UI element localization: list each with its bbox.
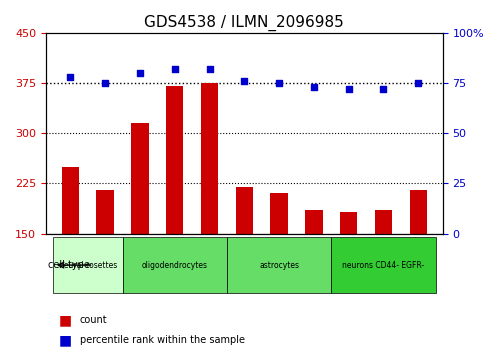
Text: ■: ■	[58, 313, 71, 327]
Point	[275, 80, 283, 86]
Bar	[236, 187, 253, 334]
Bar	[375, 210, 392, 334]
Bar	[131, 123, 149, 334]
Title: GDS4538 / ILMN_2096985: GDS4538 / ILMN_2096985	[144, 15, 344, 31]
Bar	[270, 193, 288, 334]
Bar	[166, 86, 184, 334]
Text: oligodendrocytes: oligodendrocytes	[142, 261, 208, 270]
Text: astrocytes: astrocytes	[259, 261, 299, 270]
Bar	[305, 210, 323, 334]
Text: neural rosettes: neural rosettes	[58, 261, 117, 270]
Point	[345, 86, 353, 92]
FancyBboxPatch shape	[53, 237, 123, 293]
Point	[241, 78, 249, 84]
Bar	[410, 190, 427, 334]
Text: percentile rank within the sample: percentile rank within the sample	[80, 335, 245, 345]
Bar	[340, 212, 357, 334]
Point	[206, 66, 214, 72]
Bar	[62, 167, 79, 334]
FancyBboxPatch shape	[331, 237, 436, 293]
Bar	[96, 190, 114, 334]
Point	[380, 86, 388, 92]
Point	[101, 80, 109, 86]
Text: neurons CD44- EGFR-: neurons CD44- EGFR-	[342, 261, 425, 270]
Point	[66, 74, 74, 80]
Point	[310, 84, 318, 90]
FancyBboxPatch shape	[227, 237, 331, 293]
Bar	[201, 83, 218, 334]
Point	[171, 66, 179, 72]
FancyBboxPatch shape	[123, 237, 227, 293]
Point	[414, 80, 422, 86]
Text: ■: ■	[58, 333, 71, 347]
Text: cell type: cell type	[48, 260, 90, 270]
Point	[136, 70, 144, 76]
Text: count: count	[80, 315, 107, 325]
